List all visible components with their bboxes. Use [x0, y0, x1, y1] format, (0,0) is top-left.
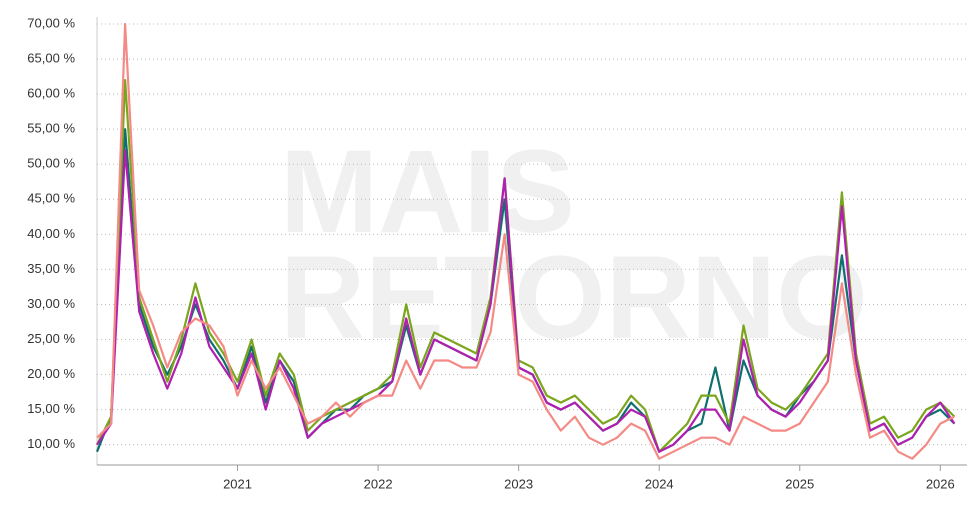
y-tick-label: 60,00 % [27, 86, 75, 101]
y-tick-label: 40,00 % [27, 226, 75, 241]
y-tick-label: 45,00 % [27, 191, 75, 206]
y-tick-label: 50,00 % [27, 156, 75, 171]
y-tick-label: 15,00 % [27, 401, 75, 416]
series-line [96, 22, 955, 460]
watermark: RETORNO [280, 232, 868, 364]
watermark: MAIS [280, 126, 575, 258]
x-tick-label: 2024 [645, 476, 674, 491]
y-tick-label: 20,00 % [27, 366, 75, 381]
y-tick-label: 30,00 % [27, 296, 75, 311]
y-tick-label: 10,00 % [27, 436, 75, 451]
y-tick-label: 65,00 % [27, 51, 75, 66]
y-tick-label: 25,00 % [27, 331, 75, 346]
y-tick-label: 55,00 % [27, 121, 75, 136]
x-tick-label: 2022 [364, 476, 393, 491]
x-tick-label: 2026 [926, 476, 955, 491]
series-line [96, 149, 956, 453]
y-tick-label: 35,00 % [27, 261, 75, 276]
series-line [96, 79, 956, 453]
x-tick-label: 2021 [223, 476, 252, 491]
x-tick-label: 2023 [504, 476, 533, 491]
x-tick-label: 2025 [785, 476, 814, 491]
y-tick-label: 70,00 % [27, 15, 75, 30]
